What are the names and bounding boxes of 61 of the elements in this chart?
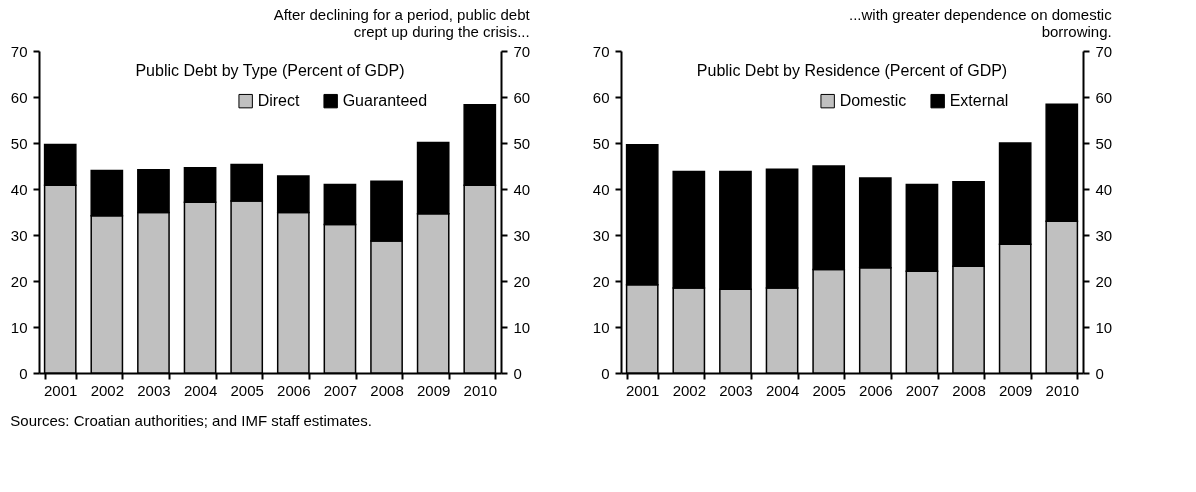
x-tick-label: 2008 [370,381,404,399]
y-tick-label: 30 [10,226,28,244]
y-tick-label: 0 [601,364,610,382]
x-tick-label: 2006 [859,381,893,399]
y2-tick-label: 50 [513,134,531,152]
y-tick-label: 70 [592,42,610,60]
x-tick-label: 2008 [952,381,986,399]
y-tick-label: 70 [10,42,28,60]
y2-tick-label: 70 [1095,42,1113,60]
y2-tick-label: 20 [513,272,531,290]
y2-tick-label: 10 [1095,318,1113,336]
y2-tick-label: 40 [513,180,531,198]
x-tick-label: 2006 [277,381,311,399]
y2-tick-label: 10 [513,318,531,336]
y-tick-label: 60 [10,88,28,106]
text: Public Debt by Residence (Percent of GDP) [696,62,1008,79]
x-tick-label: 2009 [416,381,451,399]
x-tick-label: 2005 [230,381,264,399]
x-tick-label: 2009 [998,381,1033,399]
y2-tick-label: 40 [1095,180,1113,198]
x-tick-label: 2001 [44,381,78,399]
y-tick-label: 50 [592,134,610,152]
x-tick-label: 2010 [1045,381,1079,399]
x-tick-label: 2003 [137,381,171,399]
legend-label: External [949,92,1009,110]
text: Public Debt by Type (Percent of GDP) [135,62,405,79]
x-tick-label: 2007 [905,381,940,399]
y2-tick-label: 30 [1095,226,1113,244]
x-tick-label: 2004 [765,381,800,399]
y-tick-label: 10 [10,318,28,336]
y-tick-label: 60 [592,88,610,106]
y-tick-label: 40 [10,180,28,198]
y2-tick-label: 0 [513,364,522,382]
y2-tick-label: 60 [1095,88,1113,106]
source-note: Sources: Croatian authorities; and IMF staff estimates. [10,412,372,429]
x-tick-label: 2001 [626,381,660,399]
x-tick-label: 2003 [719,381,753,399]
y-tick-label: 10 [592,318,610,336]
legend-label: Guaranteed [342,92,428,110]
x-tick-label: 2002 [90,381,125,399]
legend-label: Direct [257,92,300,110]
y2-tick-label: 70 [513,42,531,60]
y2-tick-label: 20 [1095,272,1113,290]
x-tick-label: 2002 [672,381,707,399]
y2-tick-label: 0 [1095,364,1104,382]
y2-tick-label: 50 [1095,134,1113,152]
y-tick-label: 20 [10,272,28,290]
y-tick-label: 40 [592,180,610,198]
x-tick-label: 2007 [323,381,358,399]
legend-label: Domestic [839,92,907,110]
x-tick-label: 2005 [812,381,846,399]
y2-tick-label: 30 [513,226,531,244]
y-tick-label: 0 [19,364,28,382]
y-tick-label: 50 [10,134,28,152]
x-tick-label: 2010 [463,381,497,399]
y-tick-label: 20 [592,272,610,290]
x-tick-label: 2004 [183,381,218,399]
chart-title: ...with greater dependence on domestic borrowing. [849,6,1113,40]
y-tick-label: 30 [592,226,610,244]
chart-title: After declining for a period, public debt crept up during the crisis... [273,6,531,40]
y2-tick-label: 60 [513,88,531,106]
